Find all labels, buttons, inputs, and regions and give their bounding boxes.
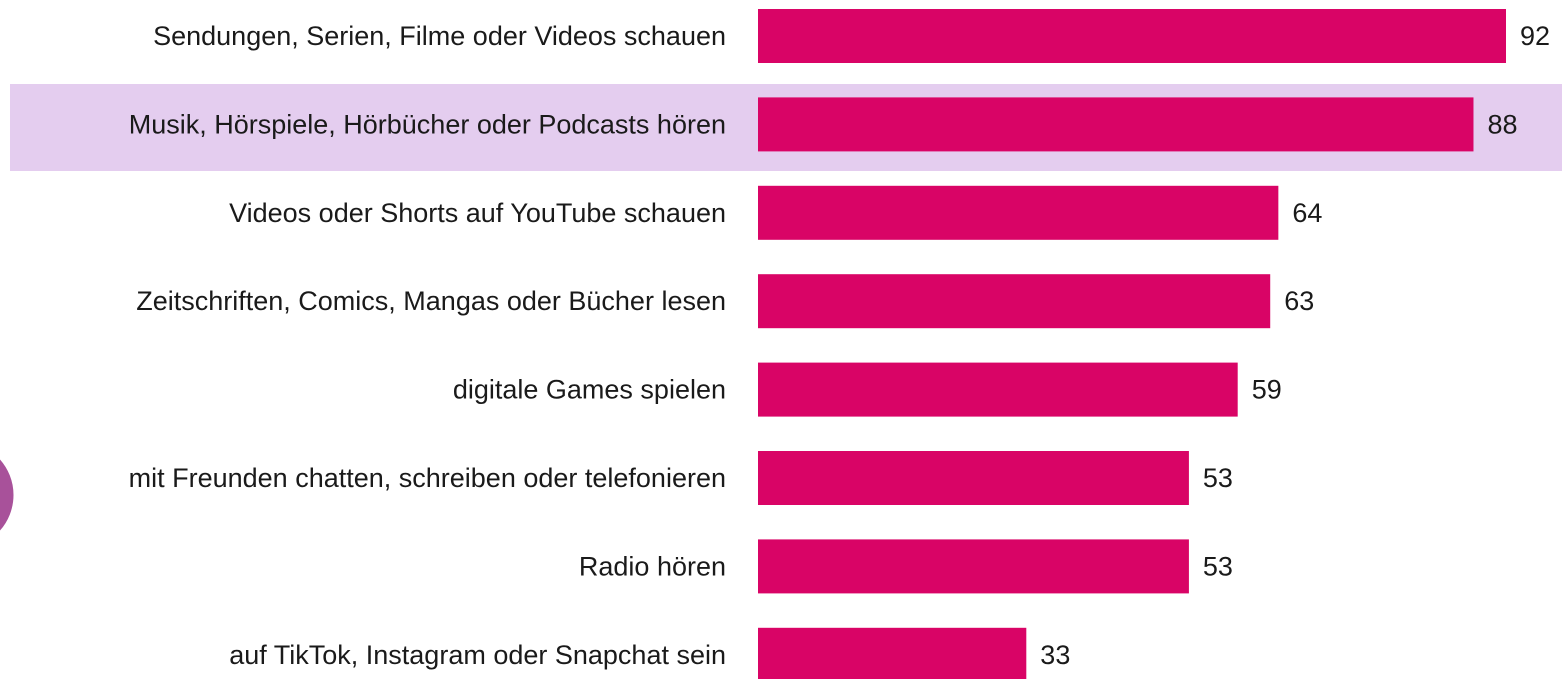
value-label: 64 — [1292, 198, 1322, 228]
decor-circle — [0, 457, 15, 533]
bar — [758, 185, 1279, 240]
bar — [758, 627, 1027, 679]
value-label: 53 — [1203, 463, 1233, 493]
bar — [758, 9, 1506, 63]
value-label: 63 — [1284, 286, 1314, 316]
category-label: Sendungen, Serien, Filme oder Videos sch… — [153, 21, 726, 51]
bar — [758, 539, 1189, 594]
value-label: 53 — [1203, 551, 1233, 581]
category-label: auf TikTok, Instagram oder Snapchat sein — [229, 640, 726, 670]
category-label: Musik, Hörspiele, Hörbücher oder Podcast… — [129, 109, 726, 139]
category-label: Videos oder Shorts auf YouTube schauen — [229, 198, 726, 228]
value-label: 33 — [1040, 640, 1070, 670]
bar — [758, 97, 1474, 152]
category-label: digitale Games spielen — [453, 375, 726, 405]
value-label: 59 — [1252, 375, 1282, 405]
value-label: 92 — [1520, 21, 1550, 51]
category-label: Zeitschriften, Comics, Mangas oder Büche… — [136, 286, 726, 316]
value-label: 88 — [1487, 109, 1517, 139]
category-label: Radio hören — [579, 551, 726, 581]
bar — [758, 451, 1189, 505]
bar — [758, 274, 1271, 329]
decor-circle-ring — [0, 455, 17, 535]
category-label: mit Freunden chatten, schreiben oder tel… — [129, 463, 726, 493]
bar — [758, 362, 1238, 417]
